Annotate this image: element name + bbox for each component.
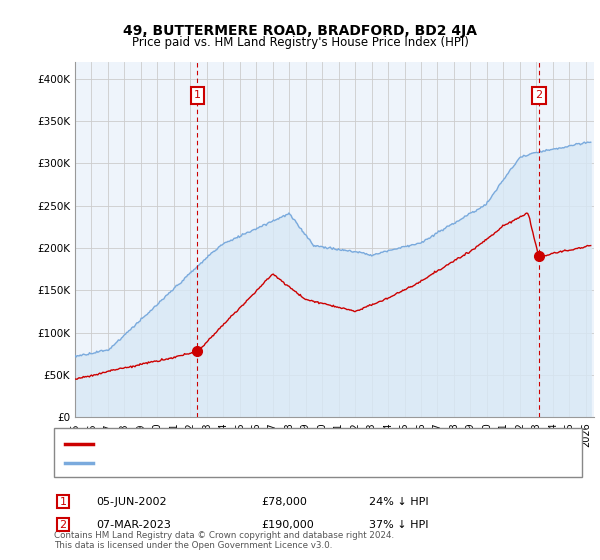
Text: 1: 1 [59, 497, 67, 507]
Text: 2: 2 [536, 91, 542, 100]
Text: Price paid vs. HM Land Registry's House Price Index (HPI): Price paid vs. HM Land Registry's House … [131, 36, 469, 49]
Text: 07-MAR-2023: 07-MAR-2023 [96, 520, 171, 530]
Text: 1: 1 [194, 91, 201, 100]
Text: 24% ↓ HPI: 24% ↓ HPI [369, 497, 428, 507]
Text: 49, BUTTERMERE ROAD, BRADFORD, BD2 4JA (detached house): 49, BUTTERMERE ROAD, BRADFORD, BD2 4JA (… [102, 438, 433, 449]
Text: £190,000: £190,000 [261, 520, 314, 530]
Text: 2: 2 [59, 520, 67, 530]
Text: £78,000: £78,000 [261, 497, 307, 507]
Text: HPI: Average price, detached house, Bradford: HPI: Average price, detached house, Brad… [102, 458, 340, 468]
Text: 37% ↓ HPI: 37% ↓ HPI [369, 520, 428, 530]
Text: 49, BUTTERMERE ROAD, BRADFORD, BD2 4JA: 49, BUTTERMERE ROAD, BRADFORD, BD2 4JA [123, 24, 477, 38]
Text: 05-JUN-2002: 05-JUN-2002 [96, 497, 167, 507]
Text: Contains HM Land Registry data © Crown copyright and database right 2024.
This d: Contains HM Land Registry data © Crown c… [54, 531, 394, 550]
